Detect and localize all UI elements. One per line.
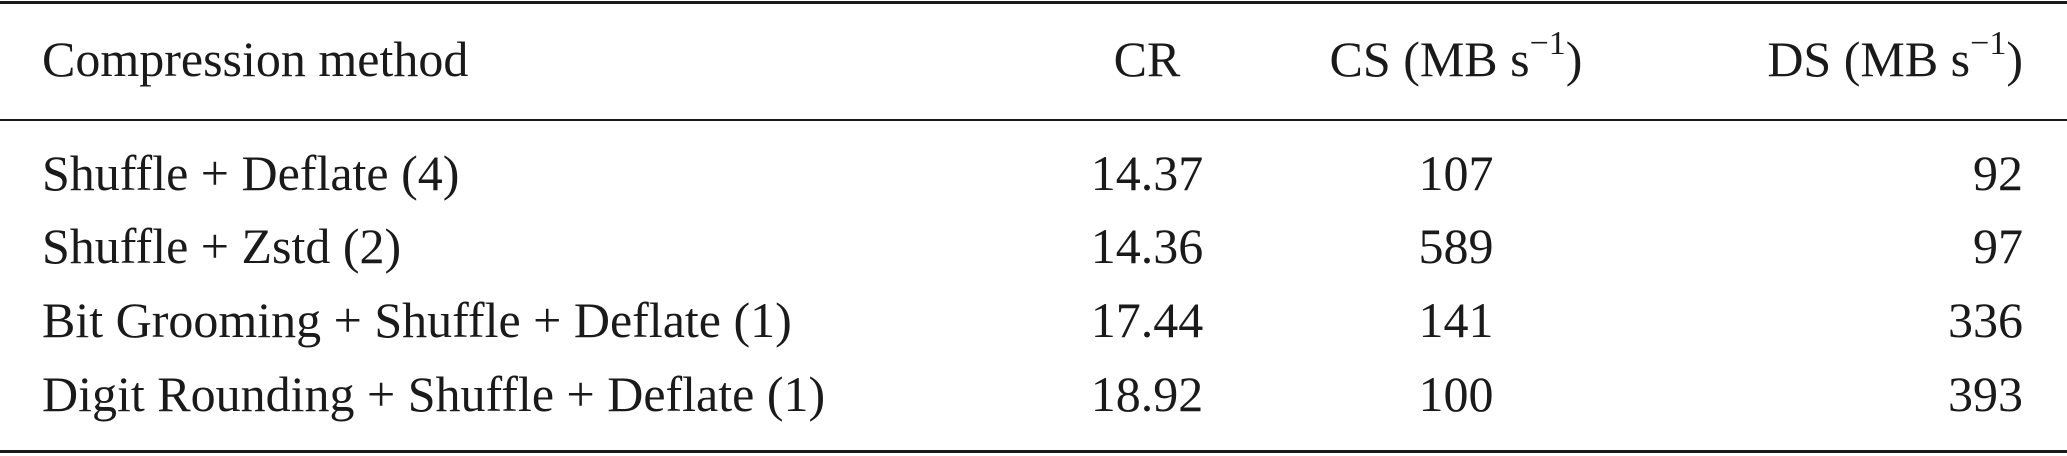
method-cell: Bit Grooming + Shuffle + Deflate (1): [42, 292, 792, 348]
value-cell: 589: [1418, 218, 1494, 274]
value-cell: 100: [1418, 366, 1494, 422]
header-text: CS (MB s: [1329, 31, 1530, 87]
value-cell: 92: [1973, 145, 2023, 201]
column-header: CR: [1047, 29, 1247, 89]
value-cell: 97: [1973, 218, 2023, 274]
top-rule: [0, 1, 2067, 4]
value-cell: 14.37: [1090, 145, 1204, 201]
header-suffix: ): [2006, 31, 2023, 87]
column-header: CS (MB s−1): [1276, 27, 1636, 89]
value-cell: 393: [1948, 366, 2023, 422]
header-superscript: −1: [1529, 25, 1566, 63]
header-superscript: −1: [1970, 25, 2007, 63]
header-text: Compression method: [42, 31, 469, 87]
value-cell: 17.44: [1090, 292, 1204, 348]
method-cell: Shuffle + Zstd (2): [42, 218, 402, 274]
header-rule: [0, 119, 2067, 121]
value-cell: 18.92: [1090, 366, 1204, 422]
method-cell: Shuffle + Deflate (4): [42, 145, 460, 201]
header-suffix: ): [1565, 31, 1583, 87]
value-cell: 141: [1418, 292, 1494, 348]
column-header: Compression method: [42, 29, 468, 89]
header-text: DS (MB s: [1767, 31, 1971, 87]
value-cell: 107: [1418, 145, 1494, 201]
column-header: DS (MB s−1): [1660, 27, 2023, 89]
value-cell: 336: [1948, 292, 2023, 348]
method-cell: Digit Rounding + Shuffle + Deflate (1): [42, 366, 826, 422]
bottom-rule: [0, 450, 2067, 453]
header-text: CR: [1113, 31, 1181, 87]
value-cell: 14.36: [1090, 218, 1204, 274]
